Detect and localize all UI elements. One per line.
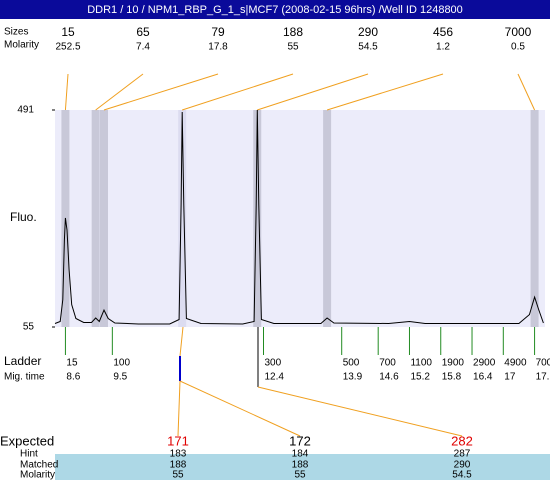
expected-matched: 290 <box>454 460 471 471</box>
peak-connector <box>326 73 444 111</box>
ladder-time: 16.4 <box>473 372 493 383</box>
row-label: Molarity <box>20 470 55 480</box>
expected-molarity: 55 <box>294 470 306 480</box>
ladder-size: 2900 <box>473 358 496 369</box>
peak-band <box>253 110 262 327</box>
selection-connector <box>179 326 184 357</box>
expected-connector <box>257 386 463 437</box>
ladder-time: 15.8 <box>442 372 462 383</box>
ladder-size: 100 <box>113 358 130 369</box>
y-axis-label: Fluo. <box>10 210 37 224</box>
peak-molarity: 17.8 <box>208 42 228 53</box>
expected-molarity: 54.5 <box>452 470 472 480</box>
expected-connector <box>179 380 301 437</box>
ladder-time: 17.6 <box>536 372 550 383</box>
peak-size: 290 <box>358 25 378 39</box>
peak-connector <box>257 73 369 111</box>
peak-connector <box>95 73 144 111</box>
peak-connector <box>182 73 294 111</box>
ladder-time: 8.6 <box>66 372 80 383</box>
peak-molarity: 7.4 <box>136 42 150 53</box>
title-bar <box>0 0 550 19</box>
expected-hint: 183 <box>170 449 187 460</box>
matched-band <box>55 454 550 480</box>
fluorescence-trace <box>54 109 544 325</box>
ladder-time: 12.4 <box>265 372 285 383</box>
expected-expected: 172 <box>289 433 311 448</box>
peak-connector <box>517 73 536 111</box>
expected-molarity: 55 <box>172 470 184 480</box>
ladder-size: 300 <box>265 358 282 369</box>
ladder-time: 14.6 <box>379 372 399 383</box>
peak-size: 456 <box>433 25 453 39</box>
expected-hint: 287 <box>454 449 471 460</box>
plot-area <box>55 110 545 327</box>
mig-time-label: Mig. time <box>4 372 45 383</box>
y-tick-label: 491 <box>17 105 34 116</box>
peak-molarity: 0.5 <box>511 42 525 53</box>
ladder-size: 15 <box>66 358 78 369</box>
expected-matched: 188 <box>170 460 187 471</box>
ladder-time: 9.5 <box>113 372 127 383</box>
ladder-time: 17 <box>504 372 516 383</box>
ladder-size: 1900 <box>442 358 465 369</box>
peak-band <box>100 110 108 327</box>
expected-connector <box>177 380 181 437</box>
ladder-size: 4900 <box>504 358 527 369</box>
peak-molarity: 55 <box>287 42 299 53</box>
ladder-time: 15.2 <box>410 372 430 383</box>
molarity-label: Molarity <box>4 40 39 51</box>
peak-connector <box>103 73 219 111</box>
ladder-size: 700 <box>379 358 396 369</box>
row-label: Expected <box>0 433 54 448</box>
sizes-label: Sizes <box>4 27 28 38</box>
row-label: Matched <box>20 460 58 471</box>
peak-size: 188 <box>283 25 303 39</box>
ladder-label: Ladder <box>4 354 41 368</box>
peak-molarity: 252.5 <box>55 42 80 53</box>
expected-hint: 184 <box>292 449 309 460</box>
peak-size: 15 <box>61 25 75 39</box>
expected-expected: 171 <box>167 433 189 448</box>
peak-band <box>91 110 100 327</box>
peak-size: 79 <box>211 25 225 39</box>
expected-expected: 282 <box>451 433 473 448</box>
peak-size: 7000 <box>505 25 532 39</box>
y-tick-label: 55 <box>23 322 35 333</box>
peak-molarity: 54.5 <box>358 42 378 53</box>
ladder-size: 7000 <box>536 358 550 369</box>
peak-band <box>530 110 539 327</box>
title: DDR1 / 10 / NPM1_RBP_G_1_s|MCF7 (2008-02… <box>87 4 463 16</box>
peak-molarity: 1.2 <box>436 42 450 53</box>
peak-band <box>323 110 332 327</box>
ladder-size: 1100 <box>410 358 432 369</box>
peak-size: 65 <box>136 25 150 39</box>
expected-matched: 188 <box>292 460 309 471</box>
peak-band <box>178 110 187 327</box>
row-label: Hint <box>20 449 38 460</box>
peak-connector <box>64 73 69 111</box>
ladder-size: 500 <box>343 358 360 369</box>
ladder-time: 13.9 <box>343 372 363 383</box>
